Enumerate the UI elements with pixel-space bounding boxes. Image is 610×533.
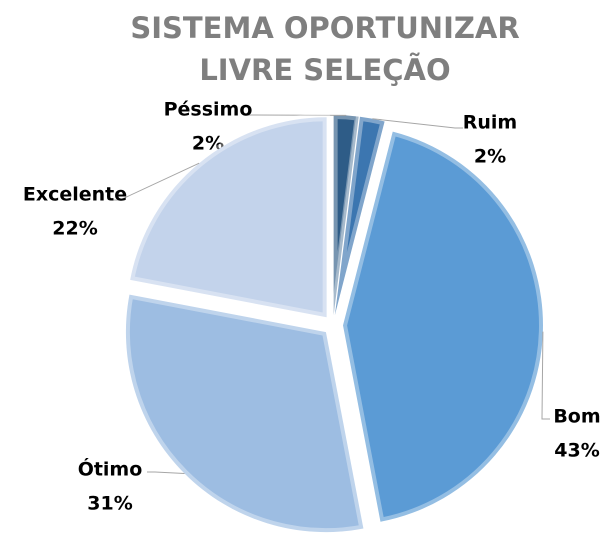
pie-slice <box>126 113 331 322</box>
leader-line <box>372 118 463 129</box>
pie-slice <box>338 127 547 526</box>
pie-slice <box>330 112 389 320</box>
data-label-value: 22% <box>52 218 97 240</box>
leader-line <box>147 471 185 474</box>
chart-title: LIVRE SELEÇÃO <box>199 53 450 87</box>
pie-slice <box>121 290 368 533</box>
data-label-name: Excelente <box>23 184 127 206</box>
data-label-name: Bom <box>553 406 600 428</box>
leader-line <box>541 331 550 420</box>
data-label-name: Péssimo <box>164 99 253 121</box>
chart-title: SISTEMA OPORTUNIZAR <box>130 11 519 45</box>
data-label-value: 2% <box>192 133 224 155</box>
data-label-name: Ruim <box>463 112 517 134</box>
leader-line <box>112 162 200 201</box>
data-label-value: 2% <box>474 146 506 168</box>
data-label-value: 31% <box>87 493 132 515</box>
data-label-value: 43% <box>554 440 599 462</box>
data-label-name: Ótimo <box>78 457 143 481</box>
